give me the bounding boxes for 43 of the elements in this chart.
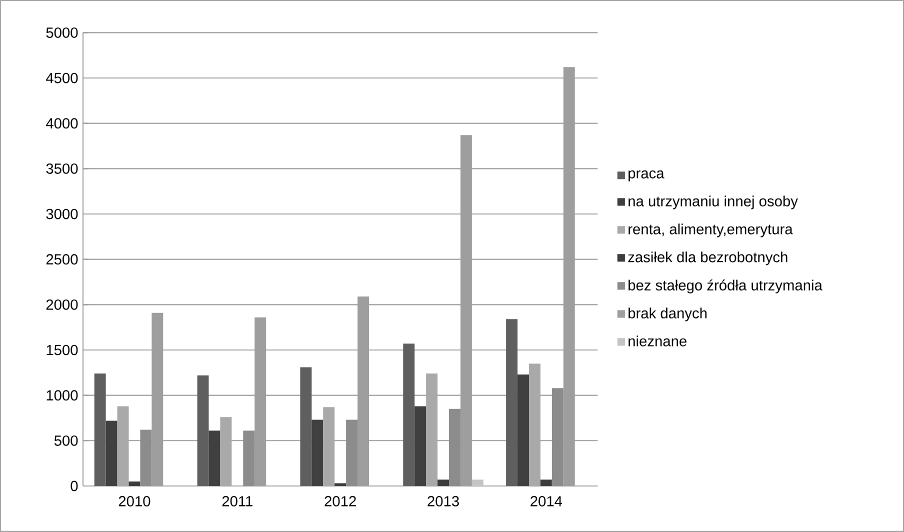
legend-label: zasiłek dla bezrobotnych bbox=[628, 252, 788, 266]
x-tick-label: 2014 bbox=[530, 496, 562, 506]
bar bbox=[506, 319, 518, 486]
y-tick-label: 0 bbox=[70, 480, 78, 492]
bar bbox=[334, 483, 346, 486]
bar bbox=[438, 480, 449, 486]
legend-label: nieznane bbox=[628, 336, 686, 346]
y-tick-label: 5000 bbox=[46, 27, 78, 38]
y-tick-label: 500 bbox=[54, 435, 78, 446]
y-tick-label: 2500 bbox=[46, 254, 78, 265]
y-tick-label: 1000 bbox=[46, 390, 78, 401]
x-tick-label: 2011 bbox=[222, 496, 252, 506]
bar bbox=[403, 344, 415, 486]
x-tick-label: 2010 bbox=[118, 496, 150, 506]
bar bbox=[106, 420, 118, 486]
bar bbox=[552, 388, 564, 486]
bar bbox=[140, 430, 152, 486]
bar bbox=[540, 480, 552, 486]
y-tick-label: 3500 bbox=[46, 163, 78, 174]
bar bbox=[208, 430, 220, 486]
bar bbox=[449, 408, 460, 486]
legend-label: renta, alimenty,emerytura bbox=[628, 224, 793, 238]
legend-label: brak danych bbox=[628, 308, 707, 322]
legend-label: bez stałego źródła utrzymania bbox=[628, 280, 822, 294]
y-tick-label: 4000 bbox=[46, 118, 78, 129]
legend-label: praca bbox=[628, 170, 664, 182]
y-tick-label: 3000 bbox=[46, 208, 78, 220]
bar bbox=[197, 375, 209, 486]
bar bbox=[94, 374, 106, 486]
y-tick-label: 2000 bbox=[46, 299, 78, 310]
bar bbox=[312, 420, 324, 486]
bar bbox=[414, 406, 426, 486]
legend-label: na utrzymaniu innej osoby bbox=[628, 196, 798, 210]
bar bbox=[518, 374, 529, 486]
y-tick-label: 4500 bbox=[46, 72, 78, 84]
bar bbox=[472, 480, 484, 486]
bar bbox=[300, 367, 312, 486]
y-tick-label: 1500 bbox=[46, 344, 78, 356]
x-tick-label: 2013 bbox=[428, 496, 459, 506]
bar bbox=[128, 481, 140, 486]
bar bbox=[243, 430, 255, 486]
bar bbox=[346, 420, 358, 486]
x-tick-label: 2012 bbox=[324, 496, 356, 506]
